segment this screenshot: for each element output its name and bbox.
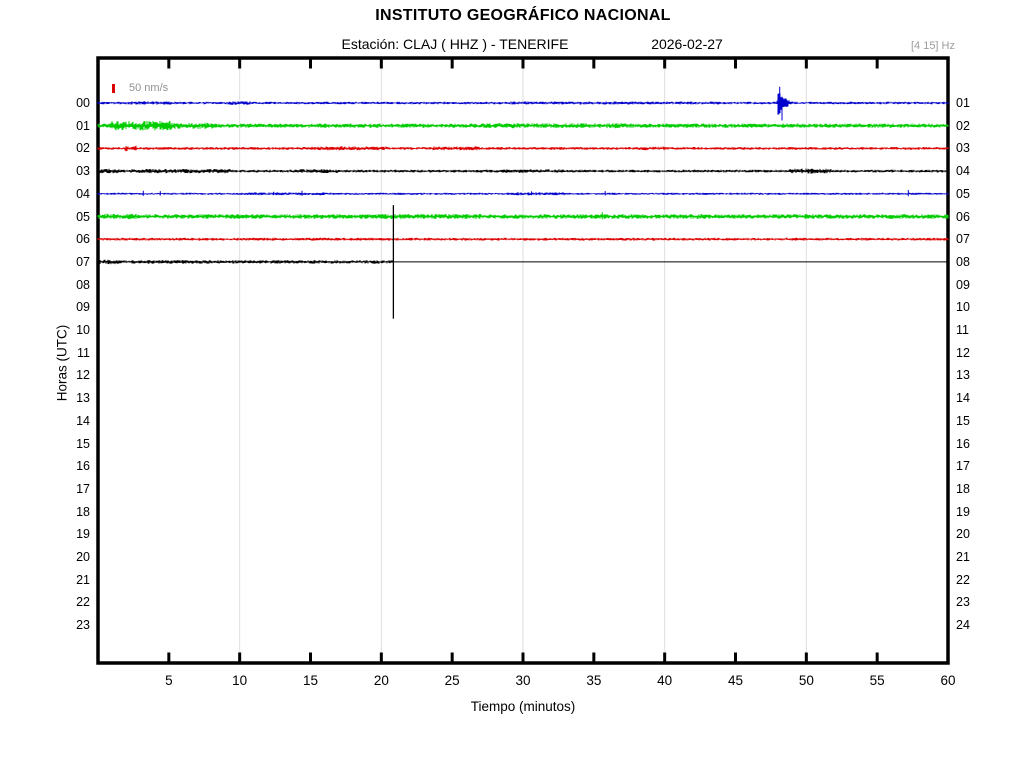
scale-bar-tick [112,84,115,93]
left-hour-label-19: 19 [76,527,90,542]
right-hour-label-15: 15 [956,413,970,428]
trace-hour-00 [97,86,949,121]
left-hour-label-15: 15 [76,436,90,451]
right-hour-label-19: 19 [956,504,970,519]
trace-hour-02 [97,145,949,152]
left-hour-label-14: 14 [76,413,90,428]
right-hour-label-05: 05 [956,186,970,201]
trace-noise-03 [97,168,949,174]
x-tick-label-40: 40 [657,673,673,688]
trace-hour-07 [97,259,948,265]
left-hour-label-08: 08 [76,277,90,292]
x-tick-label-5: 5 [165,673,173,688]
trace-noise-00 [97,86,949,121]
left-hour-label-10: 10 [76,323,90,337]
x-tick-label-30: 30 [515,673,531,688]
right-hour-label-16: 16 [956,436,970,451]
x-axis-title: Tiempo (minutos) [470,699,576,714]
left-hour-label-09: 09 [76,300,90,315]
station-label: Estación: CLAJ ( HHZ ) - TENERIFE [341,36,569,52]
right-hour-label-17: 17 [956,459,970,474]
trace-noise-06 [97,237,949,241]
x-tick-label-60: 60 [940,673,956,688]
left-hour-label-06: 06 [76,232,90,247]
trace-hour-01 [97,120,949,131]
right-hour-label-04: 04 [956,164,970,179]
right-hour-label-14: 14 [956,391,970,406]
trace-noise-01 [97,120,949,131]
left-hour-label-03: 03 [76,164,90,179]
right-hour-label-21: 21 [956,550,970,564]
right-hour-label-02: 02 [956,118,970,133]
trace-hour-04 [97,190,949,197]
left-hour-label-22: 22 [76,595,90,610]
x-tick-label-35: 35 [586,673,602,688]
left-hour-label-23: 23 [76,618,90,633]
trace-hour-06 [97,237,949,241]
left-hour-label-07: 07 [76,254,90,269]
x-tick-label-10: 10 [232,673,248,688]
right-hour-label-08: 08 [956,254,970,269]
x-tick-label-55: 55 [869,673,885,688]
right-hour-label-03: 03 [956,141,970,156]
right-hour-label-13: 13 [956,368,970,383]
left-hour-label-20: 20 [76,550,90,564]
left-hour-label-18: 18 [76,504,90,519]
grid-layer [239,60,807,661]
x-tick-label-50: 50 [798,673,814,688]
right-hour-label-12: 12 [956,345,970,360]
traces-layer [97,86,949,265]
page-title: INSTITUTO GEOGRÁFICO NACIONAL [375,7,671,24]
right-hour-label-18: 18 [956,481,970,496]
date-label: 2026-02-27 [651,36,723,52]
trace-hour-05 [97,212,949,220]
x-tick-label-20: 20 [373,673,389,688]
right-hour-label-07: 07 [956,232,970,247]
right-hour-label-24: 24 [956,618,970,633]
left-hour-label-05: 05 [76,209,90,224]
right-hour-label-06: 06 [956,209,970,224]
left-hour-label-21: 21 [76,572,90,587]
plot-frame [96,56,950,665]
amplitude-scale-label: 50 nm/s [129,82,169,94]
right-hour-label-23: 23 [956,595,970,610]
left-hour-label-02: 02 [76,141,90,156]
trace-noise-07 [97,259,394,265]
left-hour-label-11: 11 [77,345,90,360]
left-hour-label-04: 04 [76,186,90,201]
right-hour-label-11: 11 [956,323,969,337]
trace-hour-03 [97,168,949,174]
left-hour-label-01: 01 [76,118,90,133]
right-hour-label-09: 09 [956,277,970,292]
filter-band-label: [4 15] Hz [910,40,955,52]
x-tick-label-25: 25 [444,673,460,688]
trace-noise-02 [97,145,949,152]
axis-ticks [167,59,950,662]
trace-noise-04 [97,190,949,197]
trace-noise-05 [97,212,949,220]
left-hour-label-16: 16 [76,459,90,474]
plot-border [96,56,950,665]
left-hour-label-12: 12 [76,368,90,383]
x-tick-label-45: 45 [727,673,744,688]
right-hour-label-20: 20 [956,527,970,542]
right-hour-label-22: 22 [956,572,970,587]
left-hour-label-13: 13 [76,391,90,406]
right-hour-label-01: 01 [956,96,970,110]
right-hour-label-10: 10 [956,300,970,315]
x-tick-label-15: 15 [302,673,319,688]
left-hour-label-00: 00 [76,96,90,110]
left-hour-label-17: 17 [76,481,90,496]
